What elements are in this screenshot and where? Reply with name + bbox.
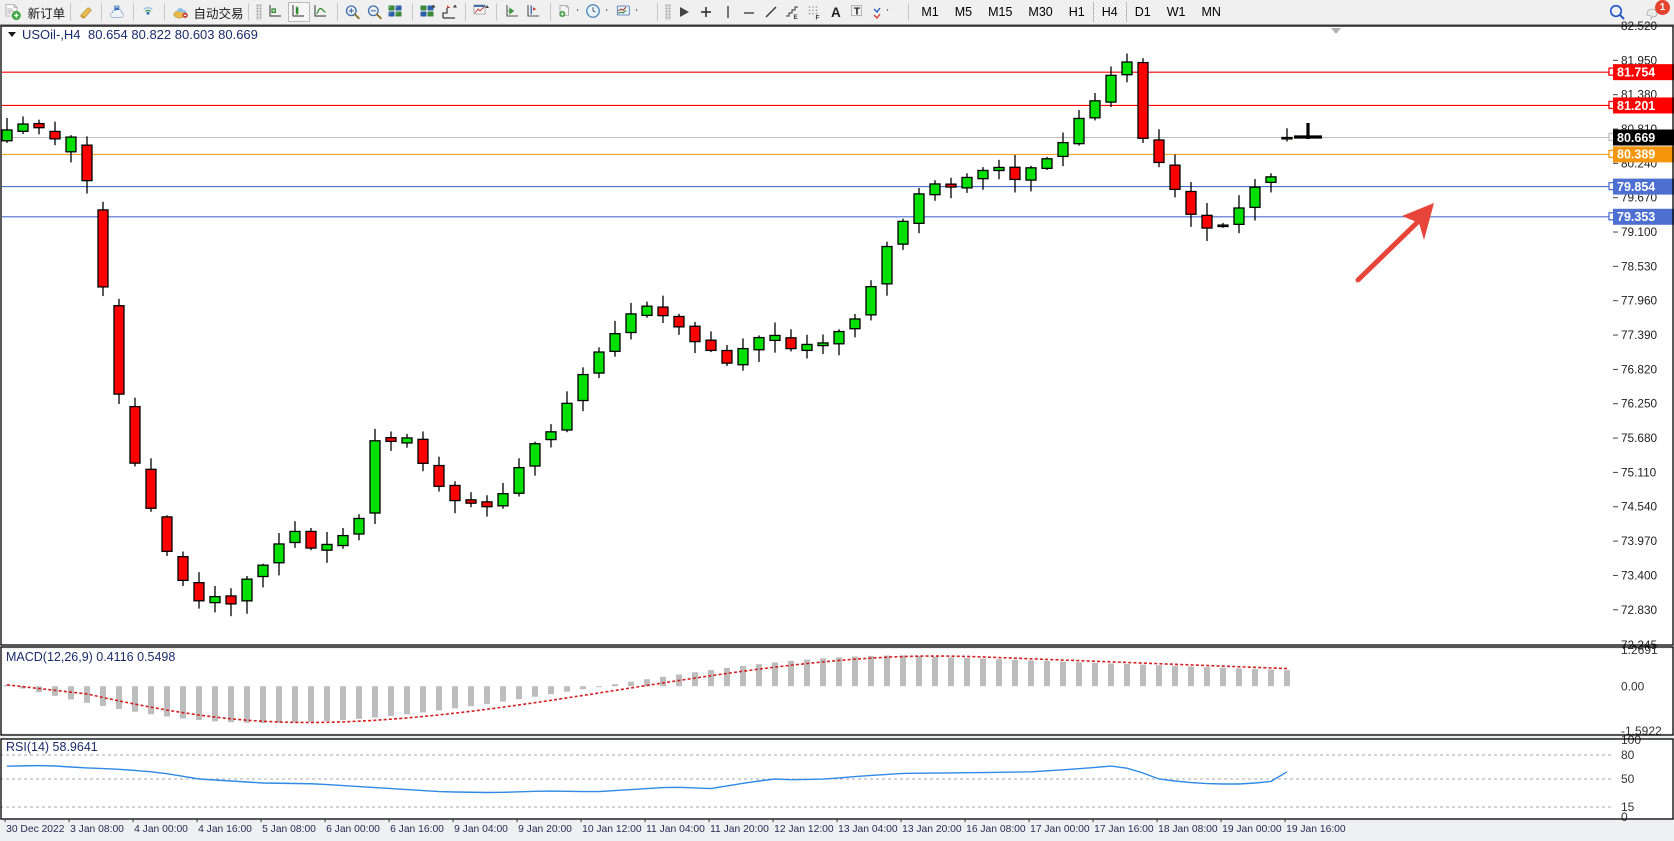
svg-text:73.970: 73.970 bbox=[1621, 534, 1658, 548]
svg-text:75.680: 75.680 bbox=[1621, 431, 1658, 445]
svg-text:RSI(14) 58.9641: RSI(14) 58.9641 bbox=[6, 740, 98, 754]
svg-text:79.353: 79.353 bbox=[1617, 210, 1655, 224]
svg-text:17 Jan 00:00: 17 Jan 00:00 bbox=[1030, 824, 1090, 835]
svg-text:81.201: 81.201 bbox=[1617, 99, 1655, 113]
svg-text:6 Jan 16:00: 6 Jan 16:00 bbox=[390, 824, 444, 835]
svg-text:11 Jan 04:00: 11 Jan 04:00 bbox=[646, 824, 705, 835]
svg-text:80.389: 80.389 bbox=[1617, 148, 1655, 162]
svg-text:50: 50 bbox=[1621, 772, 1635, 786]
svg-text:0: 0 bbox=[1621, 810, 1628, 824]
svg-text:9 Jan 04:00: 9 Jan 04:00 bbox=[454, 824, 508, 835]
svg-text:30 Dec 2022: 30 Dec 2022 bbox=[6, 824, 65, 835]
svg-text:77.390: 77.390 bbox=[1621, 328, 1658, 342]
svg-text:13 Jan 20:00: 13 Jan 20:00 bbox=[902, 824, 962, 835]
svg-text:79.854: 79.854 bbox=[1617, 180, 1655, 194]
svg-text:78.530: 78.530 bbox=[1621, 259, 1658, 273]
svg-text:19 Jan 00:00: 19 Jan 00:00 bbox=[1222, 824, 1282, 835]
svg-text:4 Jan 16:00: 4 Jan 16:00 bbox=[198, 824, 252, 835]
svg-text:3 Jan 08:00: 3 Jan 08:00 bbox=[70, 824, 124, 835]
svg-text:76.820: 76.820 bbox=[1621, 362, 1658, 376]
svg-text:72.830: 72.830 bbox=[1621, 603, 1658, 617]
svg-text:18 Jan 08:00: 18 Jan 08:00 bbox=[1158, 824, 1218, 835]
svg-text:80.654 80.822 80.603 80.669: 80.654 80.822 80.603 80.669 bbox=[88, 27, 258, 42]
svg-text:74.540: 74.540 bbox=[1621, 500, 1658, 514]
svg-text:6 Jan 00:00: 6 Jan 00:00 bbox=[326, 824, 380, 835]
svg-text:76.250: 76.250 bbox=[1621, 397, 1658, 411]
svg-text:11 Jan 20:00: 11 Jan 20:00 bbox=[710, 824, 769, 835]
svg-text:12 Jan 12:00: 12 Jan 12:00 bbox=[774, 824, 834, 835]
svg-text:75.110: 75.110 bbox=[1621, 465, 1657, 479]
svg-text:79.100: 79.100 bbox=[1621, 225, 1658, 239]
svg-text:5 Jan 08:00: 5 Jan 08:00 bbox=[262, 824, 316, 835]
svg-text:73.400: 73.400 bbox=[1621, 568, 1658, 582]
svg-text:4 Jan 00:00: 4 Jan 00:00 bbox=[134, 824, 188, 835]
svg-text:10 Jan 12:00: 10 Jan 12:00 bbox=[582, 824, 642, 835]
svg-text:19 Jan 16:00: 19 Jan 16:00 bbox=[1286, 824, 1346, 835]
svg-text:17 Jan 16:00: 17 Jan 16:00 bbox=[1094, 824, 1154, 835]
svg-text:0.00: 0.00 bbox=[1621, 679, 1645, 693]
svg-text:80: 80 bbox=[1621, 748, 1635, 762]
svg-text:9 Jan 20:00: 9 Jan 20:00 bbox=[518, 824, 572, 835]
svg-text:16 Jan 08:00: 16 Jan 08:00 bbox=[966, 824, 1026, 835]
svg-text:MACD(12,26,9) 0.4116 0.5498: MACD(12,26,9) 0.4116 0.5498 bbox=[6, 650, 175, 664]
svg-text:81.754: 81.754 bbox=[1617, 65, 1655, 79]
svg-text:USOil-,H4: USOil-,H4 bbox=[22, 27, 81, 42]
svg-text:13 Jan 04:00: 13 Jan 04:00 bbox=[838, 824, 898, 835]
svg-text:80.669: 80.669 bbox=[1617, 131, 1655, 145]
svg-text:77.960: 77.960 bbox=[1621, 294, 1658, 308]
